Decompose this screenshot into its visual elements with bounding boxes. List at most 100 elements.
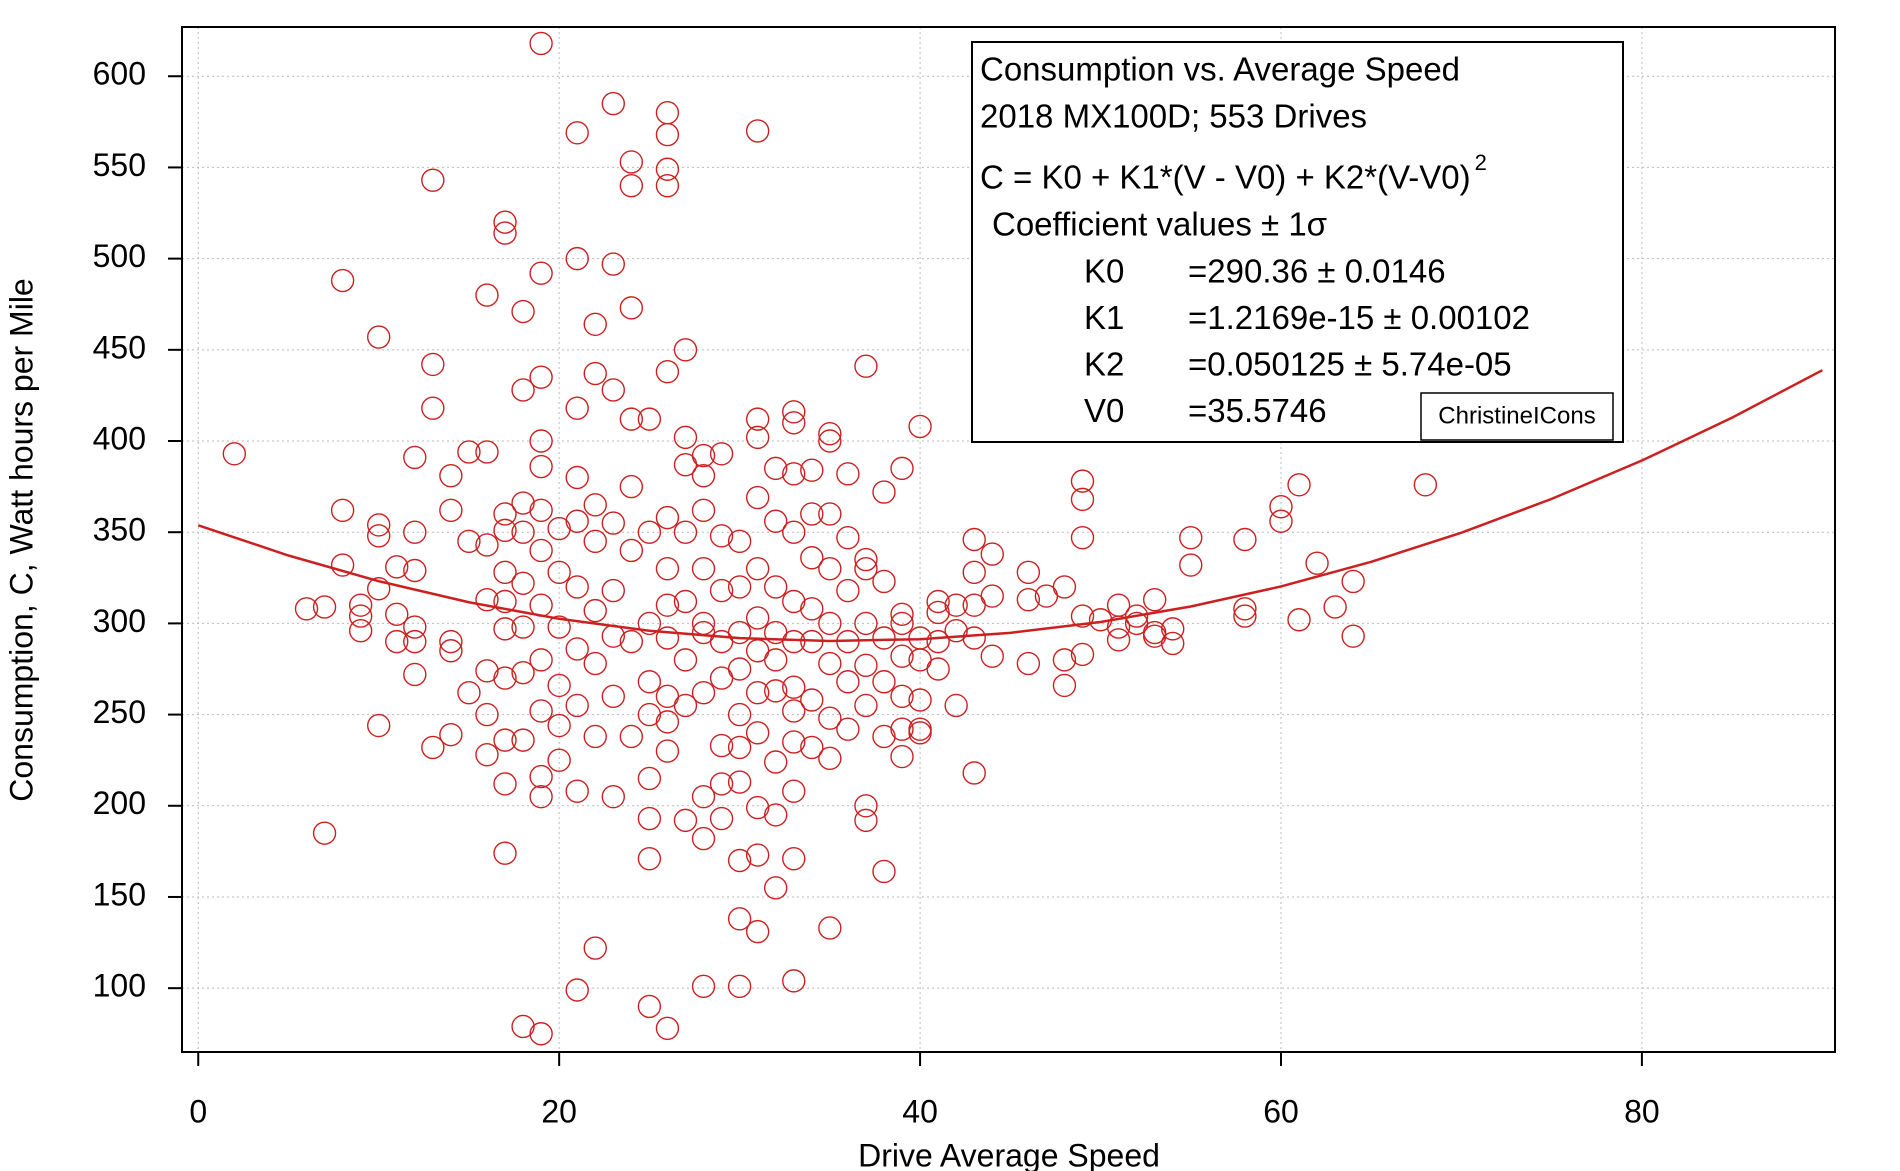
point: [745, 843, 770, 867]
point: [1269, 494, 1293, 519]
point: [565, 779, 589, 803]
point: [583, 312, 607, 336]
point: [493, 560, 517, 585]
point: [782, 462, 806, 486]
point: [619, 296, 644, 320]
point: [637, 702, 662, 727]
point: [745, 681, 770, 705]
point: [529, 498, 553, 523]
point: [709, 806, 734, 831]
point: [1016, 587, 1041, 612]
point: [727, 657, 752, 681]
point: [619, 474, 644, 499]
point: [1161, 617, 1185, 641]
point: [601, 252, 625, 276]
point: [493, 221, 517, 245]
point: [511, 1014, 535, 1039]
point: [782, 969, 806, 993]
point: [980, 542, 1004, 566]
tag-label: ChristineICons: [1438, 402, 1595, 429]
point: [908, 688, 932, 712]
point: [727, 848, 752, 873]
point: [1124, 604, 1149, 628]
point: [529, 538, 553, 563]
annotation-exponent: 2: [1475, 150, 1487, 175]
point: [547, 673, 571, 698]
point: [565, 509, 589, 533]
point: [565, 693, 589, 718]
point: [1106, 615, 1131, 639]
point: [529, 699, 553, 723]
point: [782, 400, 806, 424]
point: [872, 670, 896, 694]
point: [619, 150, 644, 174]
point: [655, 360, 680, 384]
point: [403, 520, 427, 544]
point: [529, 648, 553, 672]
point: [583, 724, 607, 749]
point: [782, 589, 806, 614]
point: [583, 493, 607, 517]
point: [529, 261, 553, 285]
point: [890, 744, 914, 769]
point: [926, 629, 950, 654]
point: [1070, 525, 1095, 550]
point: [764, 648, 788, 672]
point: [529, 365, 553, 389]
point: [673, 589, 698, 614]
point: [601, 378, 625, 402]
point: [782, 675, 806, 699]
point: [637, 670, 662, 694]
point: [1341, 624, 1365, 648]
point: [1233, 604, 1257, 628]
point: [637, 846, 662, 871]
point: [727, 575, 752, 599]
point: [818, 556, 842, 581]
point: [764, 876, 788, 900]
point: [890, 684, 914, 709]
point: [637, 994, 662, 1019]
tag-box: [1420, 392, 1614, 441]
point: [330, 268, 355, 293]
point: [673, 520, 698, 544]
point: [673, 425, 698, 450]
point: [1142, 587, 1167, 612]
point: [475, 702, 499, 727]
point: [366, 524, 391, 548]
point: [1179, 553, 1203, 577]
point: [619, 407, 644, 431]
point: [818, 422, 842, 446]
point: [601, 511, 625, 535]
point: [421, 396, 445, 420]
point: [655, 122, 680, 147]
point: [836, 670, 860, 694]
point: [403, 558, 427, 583]
point: [565, 396, 589, 420]
point: [1070, 487, 1095, 512]
point: [727, 620, 752, 645]
point: [727, 770, 752, 794]
point: [764, 803, 788, 827]
point: [962, 527, 986, 552]
y-tick-label: 600: [93, 56, 146, 92]
point: [439, 629, 463, 654]
point: [764, 575, 788, 599]
y-tick-label: 300: [93, 603, 146, 639]
point: [818, 651, 842, 676]
point: [565, 121, 589, 145]
point: [691, 784, 716, 809]
point: [854, 354, 878, 378]
point: [854, 611, 878, 636]
point: [782, 779, 806, 803]
point: [439, 463, 463, 488]
point: [691, 681, 716, 705]
point: [962, 761, 986, 785]
x-tick-label: 40: [902, 1093, 938, 1129]
y-tick-label: 450: [93, 329, 146, 365]
point: [926, 600, 950, 625]
point: [872, 569, 896, 594]
point: [655, 626, 680, 650]
point: [673, 648, 698, 672]
point: [890, 611, 914, 636]
